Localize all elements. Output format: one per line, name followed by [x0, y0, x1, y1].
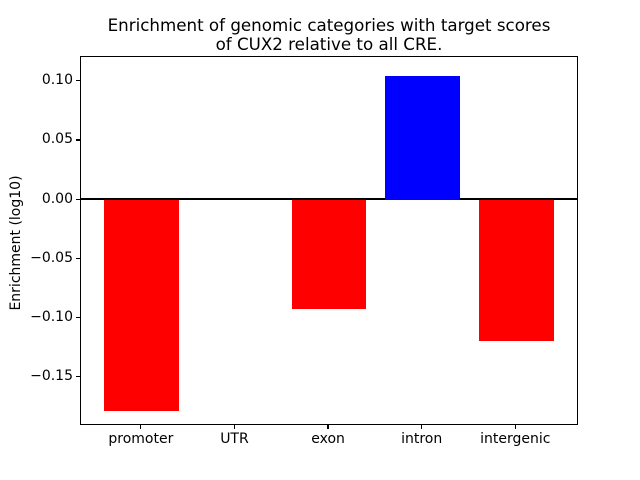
x-tick-label-intergenic: intergenic: [480, 431, 551, 447]
y-tick-label: −0.05: [30, 249, 73, 266]
y-tick-mark: [76, 257, 80, 259]
y-tick-mark: [76, 198, 80, 200]
x-tick-mark: [140, 425, 142, 429]
x-tick-label-intron: intron: [401, 431, 443, 447]
zero-line: [81, 197, 577, 201]
chart-title-line-2: of CUX2 relative to all CRE.: [215, 33, 443, 54]
y-tick-label: 0.10: [41, 72, 73, 89]
bar-intergenic: [478, 200, 554, 341]
x-tick-label-promoter: promoter: [108, 431, 174, 447]
y-tick-label: 0.05: [41, 131, 73, 148]
chart-title-line-1: Enrichment of genomic categories with ta…: [107, 15, 551, 35]
x-tick-mark: [233, 425, 236, 429]
bar-exon: [291, 200, 367, 309]
bar-promoter: [104, 200, 180, 411]
x-tick-mark: [327, 425, 329, 429]
x-tick-mark: [421, 425, 423, 429]
y-tick-mark: [76, 80, 80, 82]
plot-area: [80, 56, 578, 425]
y-tick-mark: [76, 316, 80, 318]
y-tick-label: 0.00: [41, 190, 73, 207]
x-tick-mark: [514, 425, 516, 429]
y-tick-label: −0.15: [30, 368, 73, 384]
y-tick-label: −0.10: [30, 308, 73, 325]
chart-title: Enrichment of genomic categories with ta…: [80, 16, 578, 53]
y-tick-mark: [76, 375, 80, 378]
bar-intron: [385, 75, 461, 201]
x-tick-label-exon: exon: [311, 431, 345, 447]
y-tick-mark: [76, 139, 80, 141]
x-tick-label-UTR: UTR: [220, 431, 249, 447]
